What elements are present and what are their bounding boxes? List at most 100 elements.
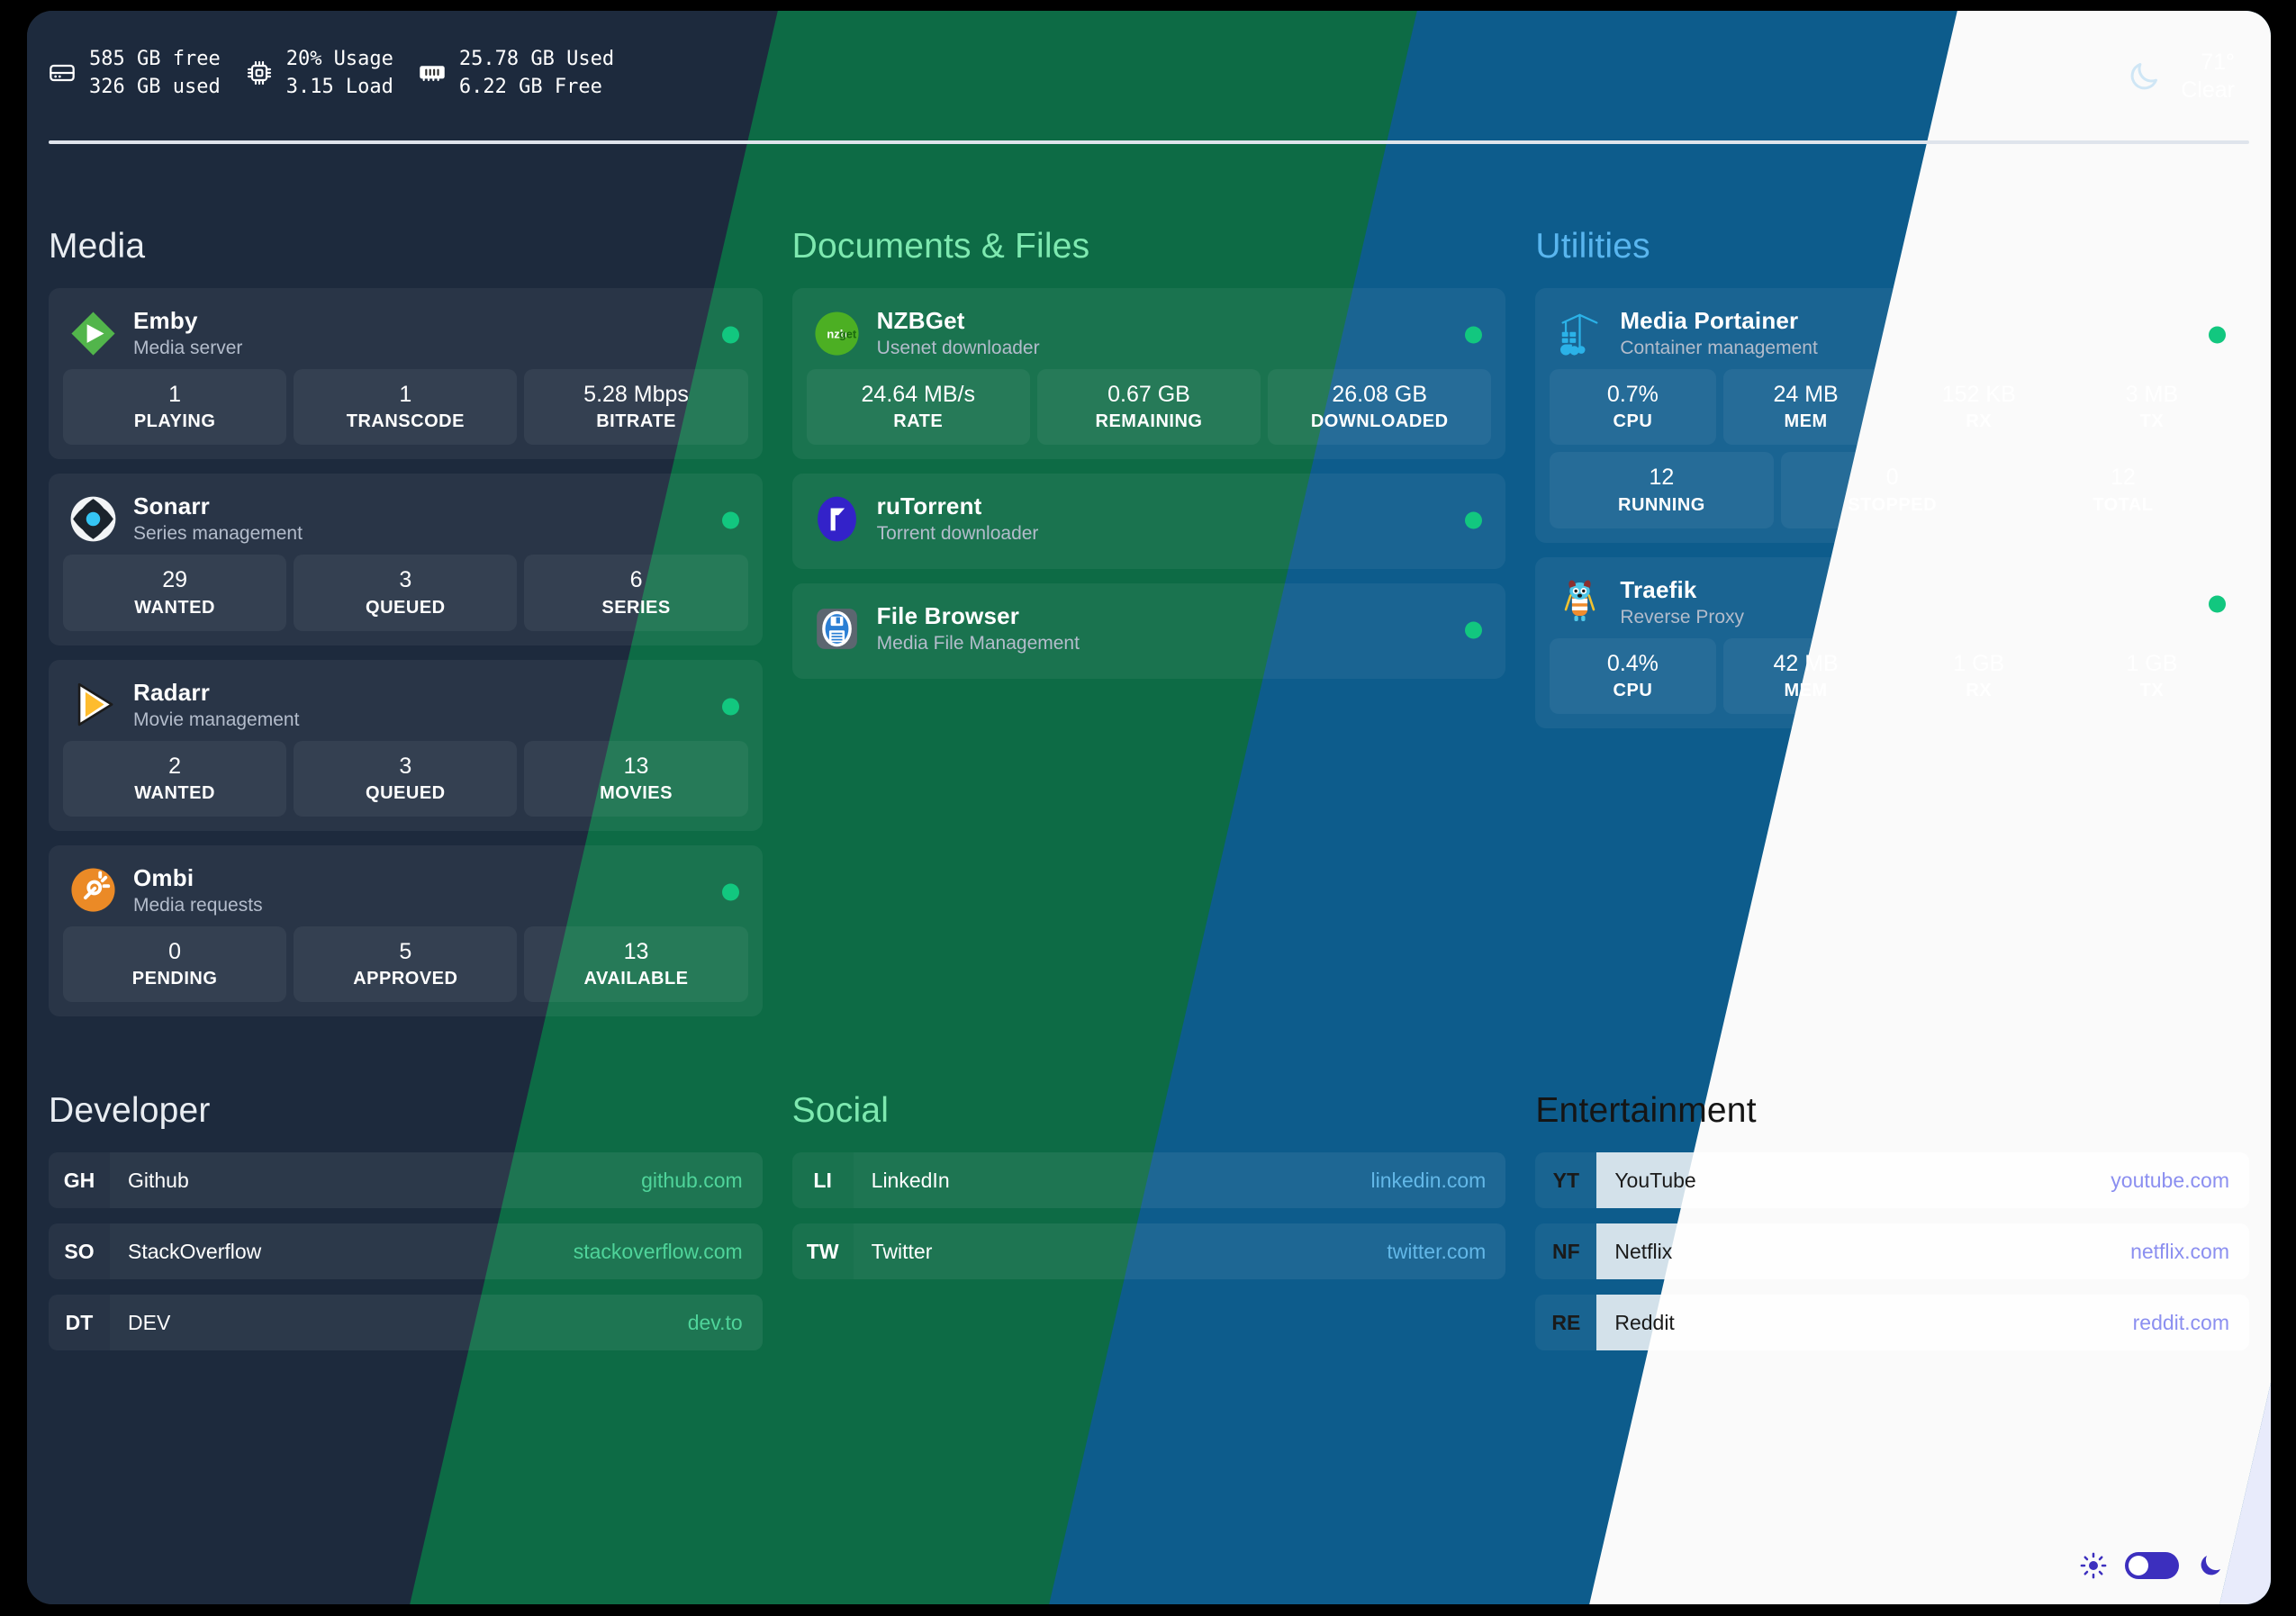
dashboard-header: 585 GB free 326 GB used	[27, 11, 2271, 144]
service-card[interactable]: nzb get NZBGet Usenet downloader 24.64 MB/s R…	[791, 288, 1506, 460]
bookmark-item[interactable]: GH Github github.com	[49, 1152, 763, 1208]
stat-value: 5.28 Mbps	[583, 382, 689, 407]
stat-label: TOTAL	[2093, 494, 2154, 515]
group-title: Documents & Files	[791, 227, 1090, 266]
stat-value: 6	[629, 567, 643, 593]
status-indicator	[721, 326, 739, 344]
service-header[interactable]: nzb get NZBGet Usenet downloader	[807, 301, 1492, 369]
bookmark-body: StackOverflow stackoverflow.com	[110, 1223, 763, 1279]
ombi-logo	[68, 865, 118, 915]
stat-label: TX	[2139, 411, 2165, 432]
stat-value: 0.67 GB	[1107, 382, 1190, 407]
stat-box: 24.64 MB/s RATE	[806, 369, 1030, 446]
stat-label: TX	[2139, 680, 2165, 700]
bookmark-item[interactable]: RE Reddit reddit.com	[1535, 1295, 2249, 1350]
svg-text:get: get	[839, 327, 857, 340]
bookmark-item[interactable]: DT DEV dev.to	[49, 1295, 763, 1350]
service-card[interactable]: File Browser Media File Management	[791, 583, 1506, 680]
resource-memory: 25.78 GB Used 6.22 GB Free	[417, 45, 614, 101]
service-header[interactable]: Traefik Reverse Proxy	[1550, 570, 2235, 638]
bookmark-item[interactable]: LI LinkedIn linkedin.com	[791, 1152, 1506, 1208]
service-description: Container management	[1620, 338, 1818, 358]
theme-toggle-knob[interactable]	[2129, 1556, 2148, 1575]
theme-switcher[interactable]	[2080, 1552, 2224, 1579]
disk-stats: 585 GB free 326 GB used	[89, 45, 221, 101]
stat-box: 5 APPROVED	[294, 925, 518, 1002]
bookmark-item[interactable]: SO StackOverflow stackoverflow.com	[49, 1223, 763, 1279]
dashboard-window: 585 GB free 326 GB used	[27, 11, 2271, 1604]
service-meta: Traefik Reverse Proxy	[1620, 576, 1744, 628]
service-header[interactable]: Ombi Media requests	[63, 858, 748, 926]
stat-value: 12	[1649, 465, 1675, 491]
header-divider	[49, 140, 2249, 144]
weather-widget[interactable]: 71° Clear	[2127, 49, 2235, 104]
stat-label: QUEUED	[366, 782, 446, 803]
bookmark-abbreviation: SO	[49, 1223, 110, 1279]
service-card[interactable]: Radarr Movie management 2 WANTED 3 QUEUED 13 MO…	[49, 659, 763, 831]
service-card[interactable]: Media Portainer Container management 0.7% C…	[1535, 288, 2249, 543]
stat-value: 3 MB	[2125, 382, 2179, 407]
stat-value: 2	[168, 753, 182, 779]
status-indicator	[721, 511, 739, 529]
bookmark-abbreviation: RE	[1535, 1295, 1597, 1350]
status-indicator	[1465, 326, 1483, 344]
stat-value: 42 MB	[1773, 650, 1839, 676]
group-title: Media	[49, 227, 146, 266]
stat-box: 3 QUEUED	[294, 555, 518, 631]
stat-label: BITRATE	[596, 411, 676, 432]
service-header[interactable]: Radarr Movie management	[63, 673, 748, 741]
stat-value: 0.4%	[1606, 650, 1659, 676]
stat-value: 0	[168, 938, 182, 964]
bookmark-body: DEV dev.to	[110, 1295, 763, 1350]
theme-toggle-switch[interactable]	[2125, 1552, 2179, 1579]
bookmark-item[interactable]: TW Twitter twitter.com	[791, 1223, 1506, 1279]
service-description: Reverse Proxy	[1620, 606, 1745, 627]
service-header[interactable]: ruTorrent Torrent downloader	[807, 486, 1492, 555]
bookmark-item[interactable]: NF Netflix netflix.com	[1535, 1223, 2249, 1279]
service-card[interactable]: Emby Media server 1 PLAYING 1 TRANSCODE 5.28 M…	[49, 288, 763, 460]
stat-box: 3 QUEUED	[294, 740, 518, 817]
stat-value: 26.08 GB	[1332, 382, 1428, 407]
cpu-line-2: 3.15 Load	[285, 76, 393, 99]
service-name: Ombi	[133, 863, 194, 891]
service-header[interactable]: Emby Media server	[63, 301, 748, 369]
service-header[interactable]: File Browser Media File Management	[807, 596, 1492, 664]
bookmark-item[interactable]: YT YouTube youtube.com	[1535, 1152, 2249, 1208]
stat-box: 1 PLAYING	[63, 369, 287, 446]
service-description: Media requests	[133, 894, 263, 916]
moon-icon[interactable]	[2197, 1552, 2224, 1579]
service-card[interactable]: Ombi Media requests 0 PENDING 5 APPROVED 13 AVA…	[49, 844, 763, 1016]
status-indicator	[2209, 326, 2226, 344]
status-indicator	[1465, 621, 1483, 639]
bookmark-name: Netflix	[1614, 1239, 1673, 1263]
sun-icon[interactable]	[2080, 1552, 2107, 1579]
service-header[interactable]: Sonarr Series management	[63, 486, 748, 555]
resource-disk: 585 GB free 326 GB used	[47, 45, 221, 101]
status-indicator	[721, 883, 739, 901]
stat-value: 3	[399, 753, 412, 779]
stat-row: 12 RUNNING 0 STOPPED 12 TOTAL	[1550, 452, 2235, 528]
stat-row: 29 WANTED 3 QUEUED 6 SERIES	[63, 555, 748, 631]
stat-value: 24.64 MB/s	[861, 382, 975, 407]
bookmark-name: Reddit	[1614, 1310, 1675, 1334]
service-card[interactable]: Traefik Reverse Proxy 0.4% CPU 42 MB MEM 1 GB R…	[1535, 556, 2249, 728]
stat-value: 29	[162, 567, 188, 593]
bookmark-abbreviation: YT	[1535, 1152, 1597, 1208]
stat-label: STOPPED	[1848, 494, 1938, 515]
stat-value: 12	[2110, 465, 2136, 491]
stat-label: WANTED	[134, 782, 215, 803]
service-name: Media Portainer	[1620, 307, 1799, 334]
bookmark-name: YouTube	[1614, 1168, 1696, 1192]
bookmark-group-title: Entertainment	[1535, 1091, 1757, 1130]
memory-stats: 25.78 GB Used 6.22 GB Free	[459, 45, 614, 101]
stat-box: 12 TOTAL	[2011, 452, 2235, 528]
service-card[interactable]: ruTorrent Torrent downloader	[791, 474, 1506, 570]
service-meta: Ombi Media requests	[133, 864, 263, 916]
stat-box: 26.08 GB DOWNLOADED	[1268, 369, 1492, 446]
traefik-logo	[1555, 577, 1604, 627]
service-header[interactable]: Media Portainer Container management	[1550, 301, 2235, 369]
stat-value: 24 MB	[1773, 382, 1839, 407]
service-card[interactable]: Sonarr Series management 29 WANTED 3 QUEUED 6 S…	[49, 474, 763, 645]
radarr-logo	[68, 680, 118, 729]
service-meta: ruTorrent Torrent downloader	[877, 492, 1039, 545]
